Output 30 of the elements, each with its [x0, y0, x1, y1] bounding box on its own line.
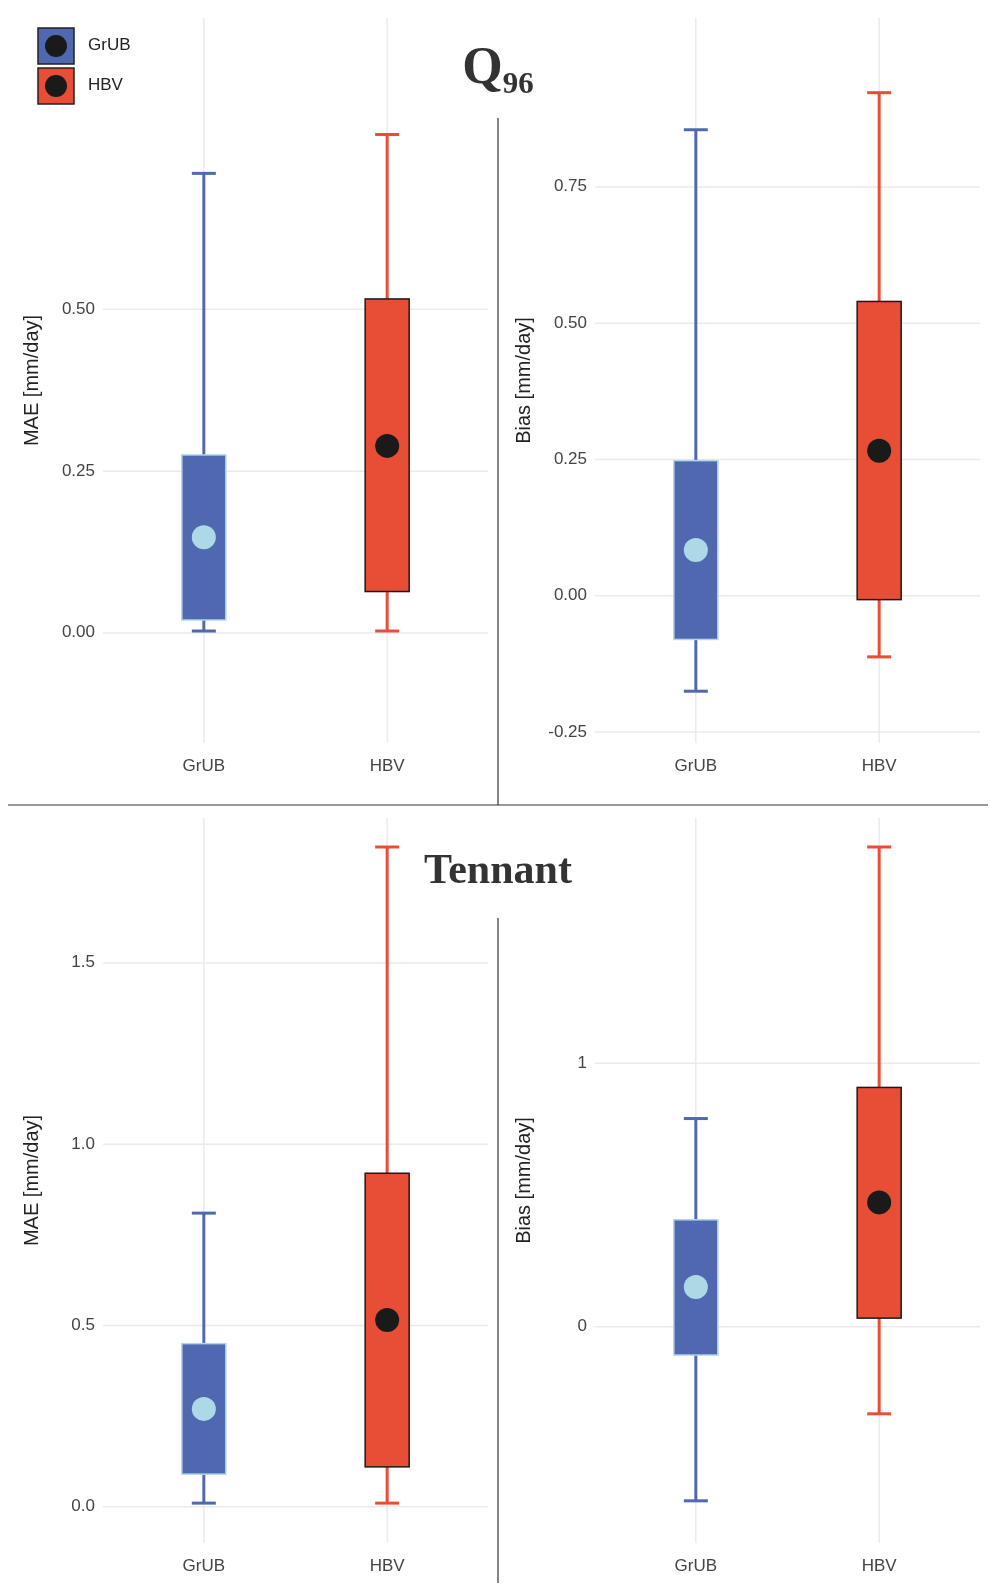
y-tick-label: 0.0	[71, 1496, 95, 1516]
y-axis-title: Bias [mm/day]	[512, 317, 534, 444]
x-tick-label: HBV	[369, 1556, 406, 1575]
y-tick-label: 1.5	[71, 952, 95, 972]
x-tick-label: HBV	[369, 756, 406, 775]
y-tick-label: 1.0	[71, 1133, 95, 1153]
y-axis-title: MAE [mm/day]	[20, 314, 42, 447]
x-tick-label: GrUB	[674, 1556, 718, 1575]
legend-label: HBV	[88, 75, 124, 95]
text: Tennant	[424, 846, 572, 892]
y-axis-title: MAE [mm/day]	[20, 1114, 42, 1247]
y-tick-label: 0.25	[553, 449, 587, 469]
y-tick-label: 0.50	[553, 312, 587, 332]
y-tick-label: 0.5	[71, 1314, 95, 1334]
y-tick-label: 0.00	[61, 622, 95, 642]
x-tick-label: GrUB	[182, 1556, 226, 1575]
x-tick-label: HBV	[861, 1556, 898, 1575]
y-tick-label: 1	[577, 1052, 587, 1072]
legend-label: GrUB	[88, 35, 131, 55]
y-axis-title: Bias [mm/day]	[512, 1117, 534, 1244]
y-tick-label: 0.50	[61, 298, 95, 318]
y-tick-label: 0.00	[553, 585, 587, 605]
x-tick-label: HBV	[861, 756, 898, 775]
x-tick-label: GrUB	[674, 756, 718, 775]
y-tick-label: 0.25	[61, 460, 95, 480]
y-tick-label: 0	[577, 1316, 587, 1336]
x-tick-label: GrUB	[182, 756, 226, 775]
chart-title: Q₉₆	[462, 37, 534, 94]
y-tick-label: -0.25	[548, 721, 587, 741]
y-tick-label: 0.75	[553, 176, 587, 196]
